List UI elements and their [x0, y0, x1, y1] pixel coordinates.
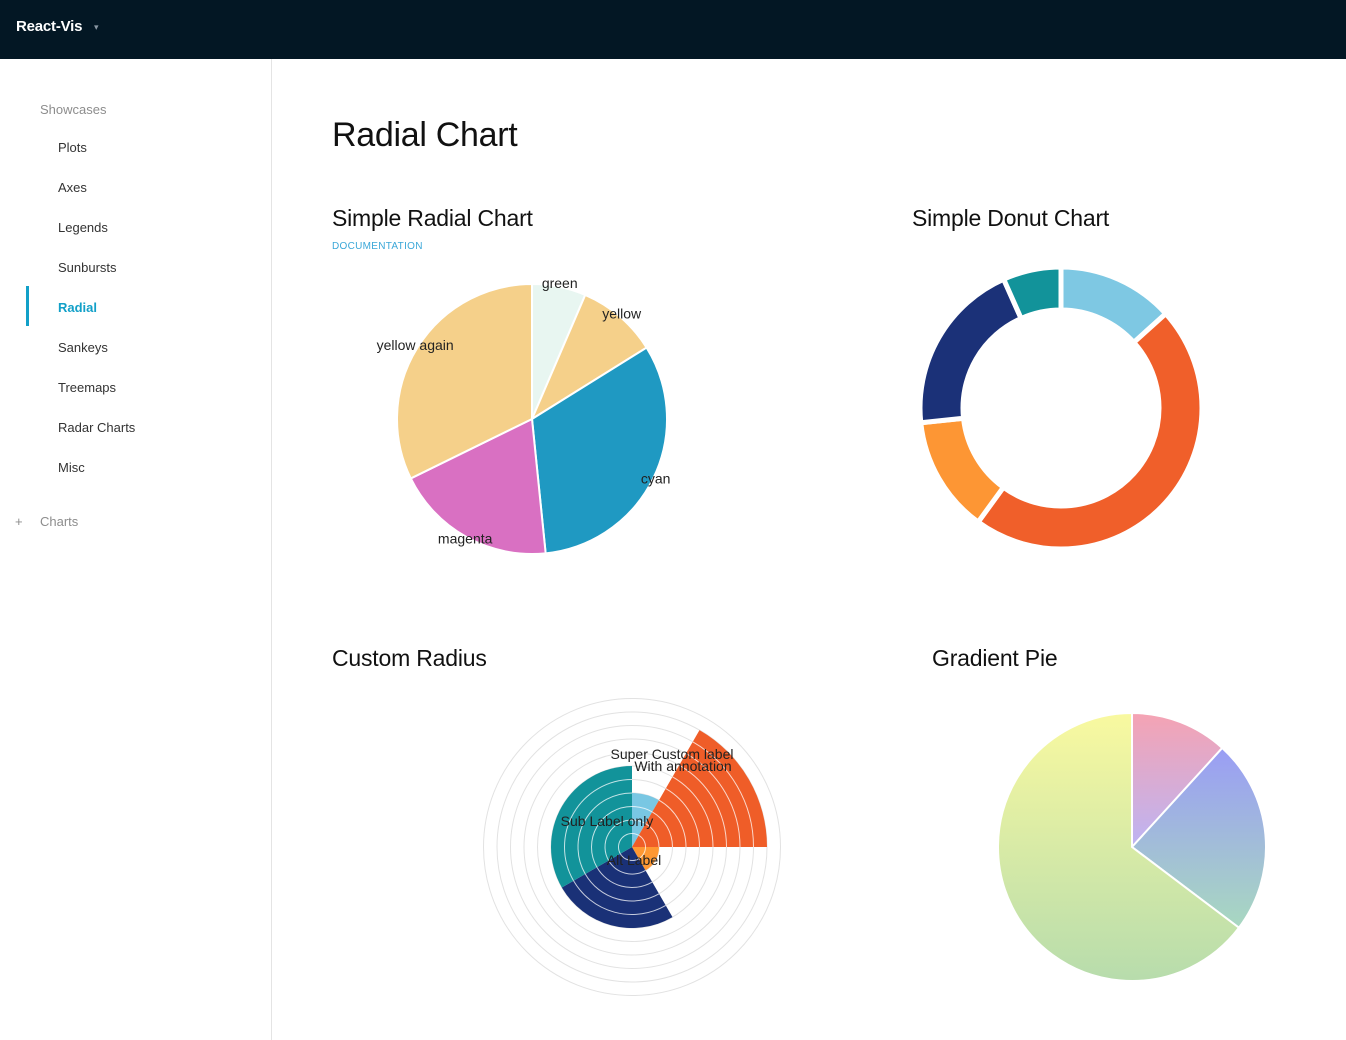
slice-ring-line	[658, 799, 687, 848]
sidebar-item-legends[interactable]: Legends	[58, 220, 108, 235]
pie-slice-yellow-again[interactable]	[396, 282, 533, 480]
sidebar-item-radar-charts[interactable]: Radar Charts	[58, 420, 136, 435]
gradient-slice[interactable]	[1131, 711, 1224, 850]
radius-slice[interactable]	[551, 766, 632, 888]
donut-segment[interactable]	[918, 415, 1007, 526]
app-title[interactable]: React-Vis	[16, 18, 83, 35]
sidebar-item-sunbursts[interactable]: Sunbursts	[58, 260, 117, 275]
sidebar-heading-showcases[interactable]: Showcases	[40, 102, 107, 117]
slice-label-super-custom: Super Custom label	[611, 746, 734, 762]
simple-radial-chart: green yellow cyan magenta yellow again	[377, 275, 671, 555]
slice-label-yellow-again: yellow again	[377, 337, 454, 353]
plus-icon[interactable]: +	[15, 514, 23, 529]
slice-ring-line	[618, 833, 633, 854]
slice-label-alt: Alt Label	[607, 852, 661, 868]
section-title-custom-radius: Custom Radius	[332, 645, 487, 671]
slice-sublabel-with-annotation: With annotation	[634, 758, 731, 774]
slice-sublabel-only: Sub Label only	[561, 813, 654, 829]
slice-ring-line	[678, 764, 727, 848]
sidebar-item-misc[interactable]: Misc	[58, 460, 85, 475]
gradient-slice[interactable]	[996, 711, 1241, 982]
pie-slice-magenta[interactable]	[409, 417, 547, 555]
slice-ring-line	[584, 873, 660, 902]
slice-label-magenta: magenta	[438, 530, 493, 546]
gradient-pie-chart	[996, 711, 1267, 982]
slice-label-cyan: cyan	[641, 471, 671, 487]
slice-label-yellow: yellow	[602, 306, 642, 322]
donut-segment[interactable]	[974, 310, 1205, 552]
donut-segment[interactable]	[1000, 264, 1064, 322]
slice-ring-line	[631, 819, 646, 825]
slice-ring-line	[685, 753, 741, 848]
slice-ring-line	[631, 833, 639, 836]
pie-slice-cyan[interactable]	[530, 346, 668, 555]
slice-ring-line	[619, 853, 639, 861]
chevron-down-icon[interactable]: ▾	[94, 22, 99, 32]
section-title-simple-donut: Simple Donut Chart	[912, 205, 1110, 231]
slice-ring-line	[692, 741, 754, 848]
slice-ring-line	[631, 806, 653, 813]
slice-ring-line	[608, 860, 646, 875]
radius-slice[interactable]	[632, 847, 659, 871]
slice-ring-line	[651, 811, 673, 848]
radius-slice[interactable]	[632, 730, 767, 847]
sidebar-item-axes[interactable]: Axes	[58, 180, 87, 195]
radius-gridline	[483, 698, 781, 996]
slice-ring-line	[604, 819, 633, 861]
page-title: Radial Chart	[332, 116, 518, 154]
slice-ring-line	[665, 788, 700, 848]
slice-ring-line	[577, 792, 633, 875]
documentation-link[interactable]: DOCUMENTATION	[332, 241, 423, 252]
slice-ring-line	[638, 846, 646, 860]
sidebar-item-plots[interactable]: Plots	[58, 140, 87, 155]
slice-ring-line	[596, 866, 653, 888]
active-indicator	[26, 286, 29, 326]
slice-ring-line	[638, 834, 646, 848]
slice-ring-line	[564, 779, 633, 881]
slice-ring-line	[591, 806, 633, 868]
simple-donut-chart	[917, 264, 1205, 552]
slice-ring-line	[573, 880, 666, 915]
sidebar-item-treemaps[interactable]: Treemaps	[58, 380, 117, 395]
pie-slice-yellow[interactable]	[529, 293, 648, 422]
sidebar-item-sankeys[interactable]: Sankeys	[58, 340, 108, 355]
section-title-gradient-pie: Gradient Pie	[932, 645, 1058, 671]
section-title-simple-radial: Simple Radial Chart	[332, 205, 533, 231]
top-navbar: React-Vis ▾	[0, 0, 1346, 59]
slice-ring-line	[645, 823, 660, 848]
donut-segment[interactable]	[917, 275, 1025, 426]
sidebar-item-radial[interactable]: Radial	[58, 300, 98, 315]
radius-slice[interactable]	[561, 847, 673, 928]
slice-label-green: green	[542, 275, 578, 291]
gradient-slice[interactable]	[1130, 746, 1267, 930]
sidebar: Showcases Plots Axes Legends Sunbursts R…	[0, 59, 272, 1040]
slice-ring-line	[672, 776, 714, 848]
sidebar-item-charts[interactable]: Charts	[40, 514, 79, 529]
radius-slice[interactable]	[632, 793, 659, 847]
